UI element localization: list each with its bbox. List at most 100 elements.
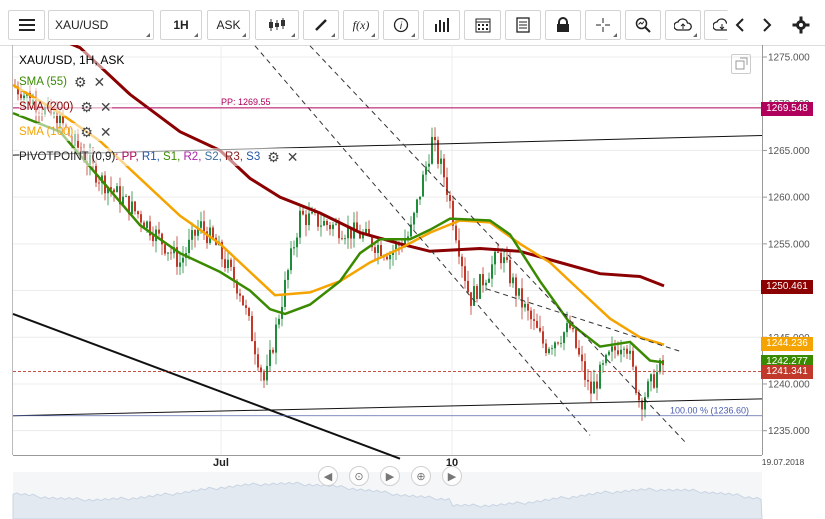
- chart-title-text: XAU/USD, 1H, ASK: [19, 53, 125, 67]
- hamburger-icon[interactable]: [8, 10, 45, 40]
- close-icon[interactable]: ✕: [99, 99, 112, 115]
- zoom-in-icon[interactable]: ⊕: [411, 466, 431, 486]
- reset-zoom-icon[interactable]: ⊙: [349, 466, 369, 486]
- candle-body: [554, 342, 556, 349]
- candle-body: [443, 158, 445, 178]
- y-tick-label: 1265.000: [768, 146, 810, 157]
- settings-gear-icon[interactable]: [788, 10, 814, 40]
- candle-body: [551, 348, 553, 350]
- play-icon[interactable]: ▶: [380, 466, 400, 486]
- info-icon[interactable]: i: [383, 10, 419, 40]
- chevron-right-icon[interactable]: [754, 10, 780, 40]
- candle-body: [308, 213, 310, 226]
- calendar-icon[interactable]: [464, 10, 501, 40]
- candle-body: [224, 259, 226, 269]
- expand-icon[interactable]: [731, 54, 751, 74]
- candle-body: [113, 189, 115, 193]
- candle-body: [158, 229, 160, 234]
- candle-body: [62, 114, 64, 125]
- upload-icon[interactable]: [665, 10, 701, 40]
- candle-body: [374, 247, 376, 253]
- left-arrow-icon[interactable]: ◀: [318, 466, 338, 486]
- legend-pivot-items: : PP, R1, S1, R2, S2, R3, S3: [115, 148, 260, 166]
- candle-body: [146, 221, 148, 228]
- y-tick-label: 1275.000: [768, 53, 810, 64]
- candle-body: [380, 245, 382, 257]
- x-tick-label: Jul: [213, 457, 229, 469]
- chevron-left-icon[interactable]: [727, 10, 753, 40]
- candle-body: [359, 232, 361, 239]
- candle-body: [251, 315, 253, 342]
- candle-body: [404, 239, 406, 247]
- candle-body: [542, 331, 544, 344]
- price-side-select[interactable]: ASK: [207, 10, 250, 40]
- legend-sma200-label: SMA (200): [19, 101, 74, 113]
- candle-body: [590, 381, 592, 394]
- candle-body: [500, 252, 502, 264]
- candle-body: [596, 381, 598, 389]
- candle-body: [467, 280, 469, 293]
- close-icon[interactable]: ✕: [99, 124, 112, 140]
- close-icon[interactable]: ✕: [286, 149, 299, 165]
- candle-type-icon[interactable]: [255, 10, 299, 40]
- x-tick-label: 19.07.2018: [762, 457, 805, 467]
- candle-body: [626, 348, 628, 354]
- candle-body: [587, 379, 589, 382]
- timeframe-select[interactable]: 1H: [160, 10, 202, 40]
- legend-sma55[interactable]: SMA (55) ⚙ ✕: [19, 73, 106, 91]
- candle-body: [602, 363, 604, 365]
- gear-icon[interactable]: ⚙: [80, 99, 93, 115]
- candle-body: [446, 177, 448, 195]
- candle-body: [437, 140, 439, 164]
- pivot-legend-item: : PP,: [115, 151, 139, 163]
- gear-icon[interactable]: ⚙: [267, 149, 280, 165]
- symbol-label: XAU/USD: [55, 18, 109, 32]
- legend-pivotpoint[interactable]: PIVOTPOINT (0,9): PP, R1, S1, R2, S2, R3…: [19, 148, 299, 166]
- symbol-select[interactable]: XAU/USD: [48, 10, 154, 40]
- candle-body: [611, 346, 613, 352]
- draw-pencil-icon[interactable]: [303, 10, 339, 40]
- channel-lower: [309, 45, 686, 443]
- pivot-pp-label: PP: 1269.55: [221, 97, 271, 107]
- candle-body: [548, 348, 550, 354]
- candle-body: [272, 349, 274, 353]
- candle-body: [521, 288, 523, 308]
- zoom-icon[interactable]: [625, 10, 661, 40]
- candle-body: [599, 364, 601, 389]
- candle-body: [320, 225, 322, 227]
- candle-body: [254, 341, 256, 355]
- candle-body: [194, 230, 196, 236]
- candle-body: [176, 247, 178, 267]
- close-icon[interactable]: ✕: [93, 74, 106, 90]
- price-chart[interactable]: 1235.0001240.0001245.0001250.0001255.000…: [0, 45, 825, 519]
- chart-title: XAU/USD, 1H, ASK: [19, 51, 125, 69]
- candle-body: [494, 251, 496, 265]
- candle-body: [464, 266, 466, 281]
- legend-sma200[interactable]: SMA (200) ⚙ ✕: [19, 98, 112, 116]
- function-icon[interactable]: f(x): [343, 10, 379, 40]
- candle-body: [344, 238, 346, 240]
- candle-body: [269, 349, 271, 367]
- gear-icon[interactable]: ⚙: [73, 74, 87, 90]
- candle-body: [419, 196, 421, 200]
- gear-icon[interactable]: ⚙: [80, 124, 93, 140]
- chart-area[interactable]: 1235.0001240.0001245.0001250.0001255.000…: [0, 45, 825, 519]
- crosshair-icon[interactable]: [585, 10, 621, 40]
- right-arrow-icon[interactable]: ▶: [442, 466, 462, 486]
- legend-pivot-label: PIVOTPOINT (0,9): [19, 151, 116, 163]
- y-tick-label: 1260.000: [768, 193, 810, 204]
- candle-body: [581, 354, 583, 362]
- legend-sma100[interactable]: SMA (100) ⚙ ✕: [19, 123, 112, 141]
- toolbar: XAU/USD 1H ASK f(x) i: [0, 0, 825, 46]
- candle-body: [122, 196, 124, 205]
- channel-upper: [254, 45, 591, 436]
- candle-body: [413, 212, 415, 225]
- candle-body: [248, 308, 250, 316]
- candle-body: [329, 224, 331, 230]
- volume-bars-icon[interactable]: [423, 10, 460, 40]
- lock-icon[interactable]: [545, 10, 581, 40]
- y-tick-label: 1240.000: [768, 379, 810, 390]
- candle-body: [536, 320, 538, 328]
- candle-body: [20, 94, 22, 101]
- report-icon[interactable]: [505, 10, 541, 40]
